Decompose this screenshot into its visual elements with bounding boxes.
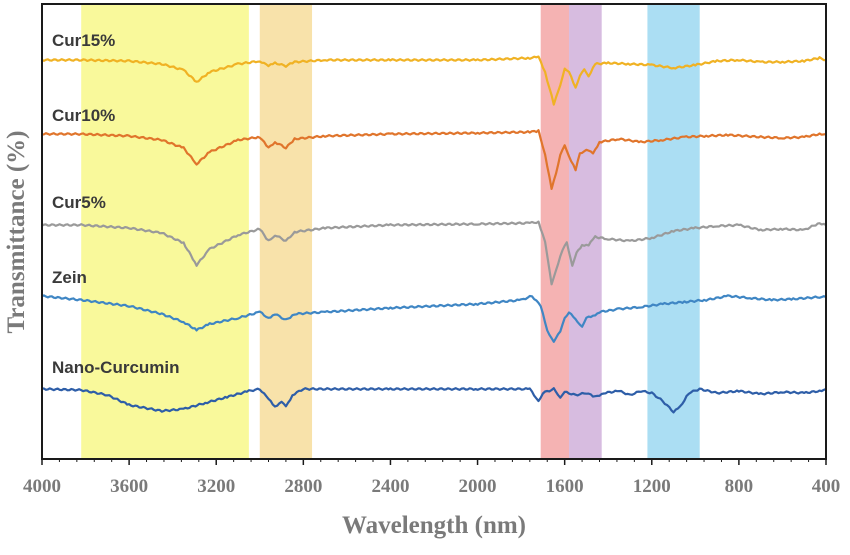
x-tick-label: 3600 bbox=[110, 476, 148, 497]
series-labels: Cur15% Cur10% Cur5% Zein Nano-Curcumin bbox=[52, 31, 180, 377]
band-3 bbox=[540, 4, 570, 459]
series-label-cur10-: Cur10% bbox=[52, 106, 115, 125]
series-line-cur10- bbox=[41, 129, 827, 190]
series-line-cur15- bbox=[41, 55, 827, 106]
series-label-cur5-: Cur5% bbox=[52, 193, 106, 212]
x-axis-title: Wavelength (nm) bbox=[342, 512, 526, 539]
band-4 bbox=[569, 4, 602, 459]
series-label-zein: Zein bbox=[52, 268, 87, 287]
x-tick-label: 1600 bbox=[546, 476, 584, 497]
x-tick-label: 2000 bbox=[459, 476, 497, 497]
x-tick-label: 400 bbox=[812, 476, 841, 497]
y-axis-title: Transmittance (%) bbox=[3, 131, 30, 334]
series-line-nano-curcumin bbox=[41, 387, 827, 414]
x-tick-label: 2800 bbox=[284, 476, 322, 497]
x-tick-label: 3200 bbox=[197, 476, 235, 497]
x-tick-label: 4000 bbox=[23, 476, 61, 497]
series-line-zein bbox=[41, 294, 827, 343]
spectra-lines bbox=[41, 55, 827, 414]
highlight-bands bbox=[81, 4, 700, 459]
series-label-nano-curcumin: Nano-Curcumin bbox=[52, 358, 180, 377]
series-line-cur5- bbox=[41, 220, 827, 286]
x-tick-label: 800 bbox=[725, 476, 754, 497]
x-tick-label: 2400 bbox=[371, 476, 409, 497]
x-tick-label: 1200 bbox=[633, 476, 671, 497]
series-label-cur15-: Cur15% bbox=[52, 31, 115, 50]
x-axis-ticks: 4000 3600 3200 2800 2400 2000 1600 1200 800 400 bbox=[23, 459, 840, 497]
plot-frame bbox=[41, 3, 827, 460]
band-1 bbox=[81, 4, 249, 459]
